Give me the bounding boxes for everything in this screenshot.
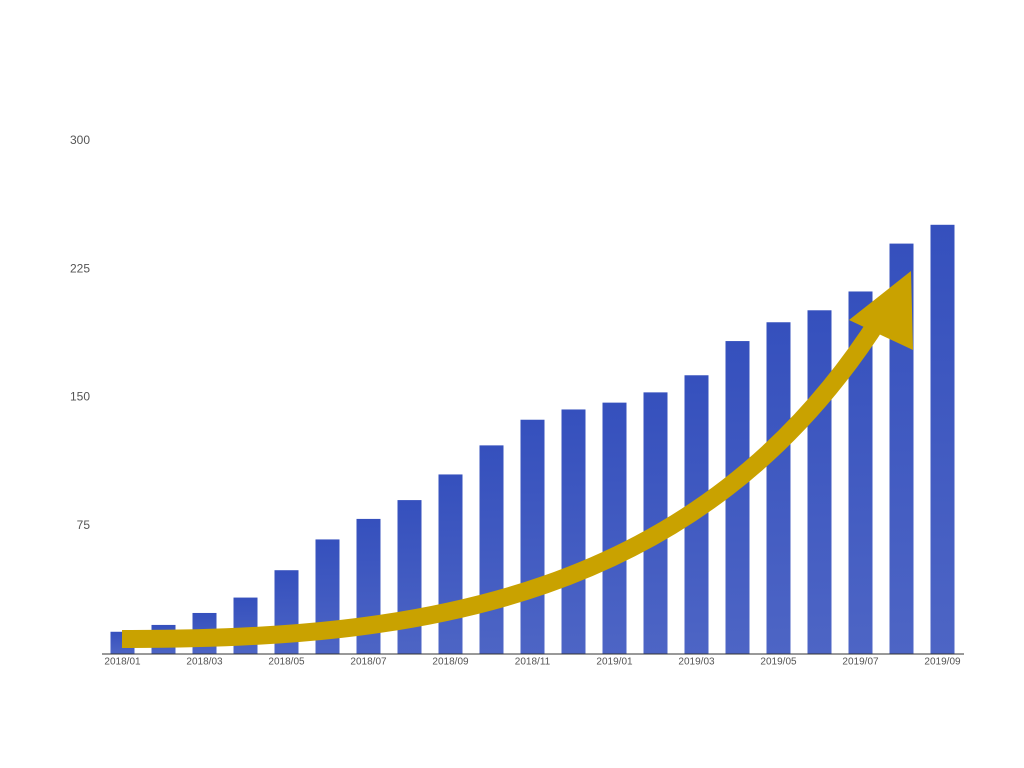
x-tick-label: 2019/03: [678, 657, 715, 668]
y-tick-label: 225: [70, 261, 90, 275]
bar: [930, 224, 955, 655]
y-tick-label: 150: [70, 390, 90, 404]
x-tick-label: 2018/07: [350, 657, 387, 668]
x-tick-label: 2019/05: [760, 657, 797, 668]
bar: [438, 474, 463, 654]
x-tick-label: 2018/05: [268, 657, 305, 668]
x-tick-label: 2018/09: [432, 657, 469, 668]
x-tick-label: 2019/01: [596, 657, 633, 668]
bar: [561, 409, 586, 654]
bar: [807, 310, 832, 654]
bar: [520, 419, 545, 654]
arrow-shaft: [121, 313, 888, 649]
x-tick-label: 2019/09: [924, 657, 961, 668]
x-tick-label: 2018/03: [186, 657, 223, 668]
bar: [725, 341, 750, 654]
x-tick-label: 2018/11: [515, 657, 551, 668]
bar: [602, 402, 627, 654]
bar: [766, 322, 791, 654]
arrow-head: [849, 271, 913, 350]
bar: [479, 445, 504, 654]
x-tick-label: 2018/01: [104, 657, 141, 668]
y-tick-label: 75: [77, 518, 91, 532]
y-tick-label: 300: [70, 133, 90, 147]
bar: [397, 500, 422, 654]
x-tick-label: 2019/07: [842, 657, 879, 668]
trend-arrow: [121, 271, 913, 649]
